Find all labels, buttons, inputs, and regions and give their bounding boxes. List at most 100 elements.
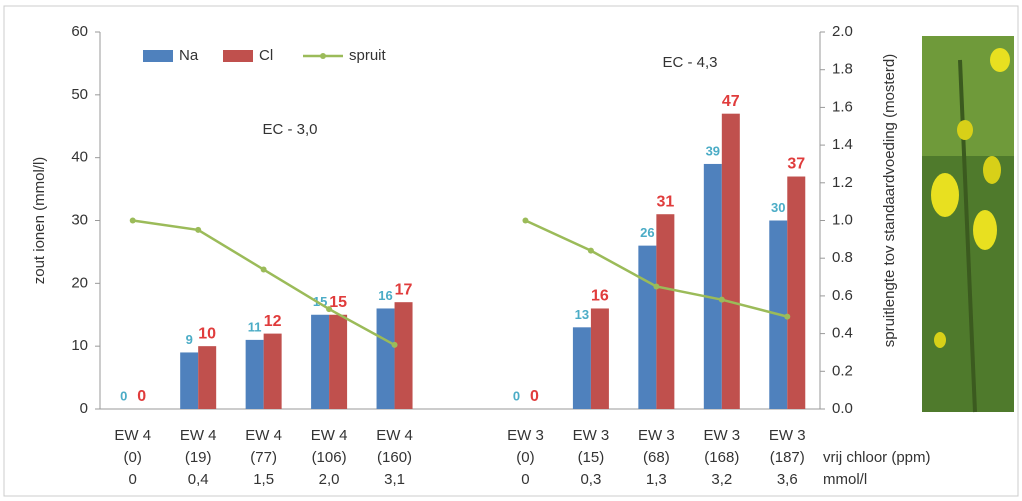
x-tick-label: EW 4 [180,427,217,444]
y2-tick-label: 0.0 [832,400,853,417]
x-tick-label: (15) [578,449,605,466]
y-tick-label: 50 [71,86,88,103]
data-label: 30 [771,200,785,215]
y2-tick-label: 0.6 [832,287,853,304]
x-tick-label: 0,4 [188,471,209,488]
x-tick-label: (68) [643,449,670,466]
annotation: EC - 3,0 [262,121,317,138]
bar [656,214,675,409]
y2-tick-label: 1.6 [832,98,853,115]
legend-label: Cl [259,47,273,64]
bar [703,163,722,409]
x-tick-label: EW 4 [376,427,413,444]
bar [198,346,217,409]
data-label: 13 [575,307,589,322]
bar [263,333,282,409]
x-tick-label: 3,2 [711,471,732,488]
data-label: 37 [787,156,805,173]
data-label: 0 [137,388,146,405]
line-marker [587,247,594,254]
data-label: 0 [513,388,520,403]
y-tick-label: 10 [71,337,88,354]
line-marker [522,217,529,224]
data-label: 11 [248,319,262,334]
y2-axis-label: spruitlengte tov standaardvoeding (moste… [881,54,898,348]
x-tick-label: EW 3 [507,427,544,444]
y-tick-label: 30 [71,211,88,228]
legend-swatch [223,50,253,62]
x-tick-label: EW 3 [703,427,740,444]
data-label: 9 [186,332,193,347]
bar [180,352,199,409]
line-marker [260,266,267,273]
y-axis-label: zout ionen (mmol/l) [31,157,48,285]
x-tick-label: 1,3 [646,471,667,488]
data-label: 47 [722,93,740,110]
frame [3,5,1019,497]
x-tick-label: (160) [377,449,412,466]
x-tick-label: 2,0 [319,471,340,488]
x-tick-label: 0 [129,471,137,488]
y2-tick-label: 0.8 [832,249,853,266]
line-marker [784,313,791,320]
data-label: 0 [120,388,127,403]
y-tick-label: 20 [71,274,88,291]
line-marker [129,217,136,224]
bar [311,314,330,409]
x-tick-label: (168) [704,449,739,466]
data-label: 26 [640,225,654,240]
line [132,219,788,347]
y2-tick-label: 2.0 [832,23,853,40]
x-tick-label: 1,5 [253,471,274,488]
legend-swatch [143,50,173,62]
row-label: vrij chloor (ppm) [823,449,931,466]
y-tick-label: 60 [71,23,88,40]
bar [721,113,740,409]
y-tick-label: 0 [80,400,88,417]
y2-tick-label: 1.4 [832,136,853,153]
y2-tick-label: 1.2 [832,174,853,191]
line-marker [326,306,333,313]
bar [394,302,413,409]
x-tick-label: (0) [124,449,142,466]
x-tick-label: (77) [250,449,277,466]
x-tick-label: EW 3 [573,427,610,444]
y2-tick-label: 0.2 [832,362,853,379]
x-tick-label: EW 3 [769,427,806,444]
legend-marker [320,53,326,59]
y2-tick-label: 1.0 [832,211,853,228]
data-label: 31 [656,193,674,210]
photo [922,36,1014,413]
line-marker [195,226,202,233]
x-tick-label: EW 4 [114,427,151,444]
x-tick-label: EW 4 [245,427,282,444]
bar [245,339,264,409]
bar [590,308,609,409]
annotation: EC - 4,3 [662,54,717,71]
bar [638,245,657,409]
bar [329,314,348,409]
x-tick-label: EW 3 [638,427,675,444]
x-tick-label: 0,3 [580,471,601,488]
x-tick-label: 3,1 [384,471,405,488]
x-tick-label: (106) [312,449,347,466]
x-tick-label: (0) [516,449,534,466]
y-tick-label: 40 [71,149,88,166]
row-label: mmol/l [823,471,867,488]
data-label: 0 [530,388,539,405]
bar [376,308,395,409]
data-label: 16 [378,288,392,303]
x-tick-label: EW 4 [311,427,348,444]
line-marker [653,283,660,290]
y2-tick-label: 0.4 [832,325,853,342]
line-marker [718,296,725,303]
data-label: 16 [591,288,609,305]
line-marker [391,341,398,348]
x-tick-label: 0 [521,471,529,488]
x-tick-label: (187) [770,449,805,466]
data-label: 10 [198,325,216,342]
x-tick-label: 3,6 [777,471,798,488]
data-label: 12 [264,313,282,330]
x-tick-label: (19) [185,449,212,466]
